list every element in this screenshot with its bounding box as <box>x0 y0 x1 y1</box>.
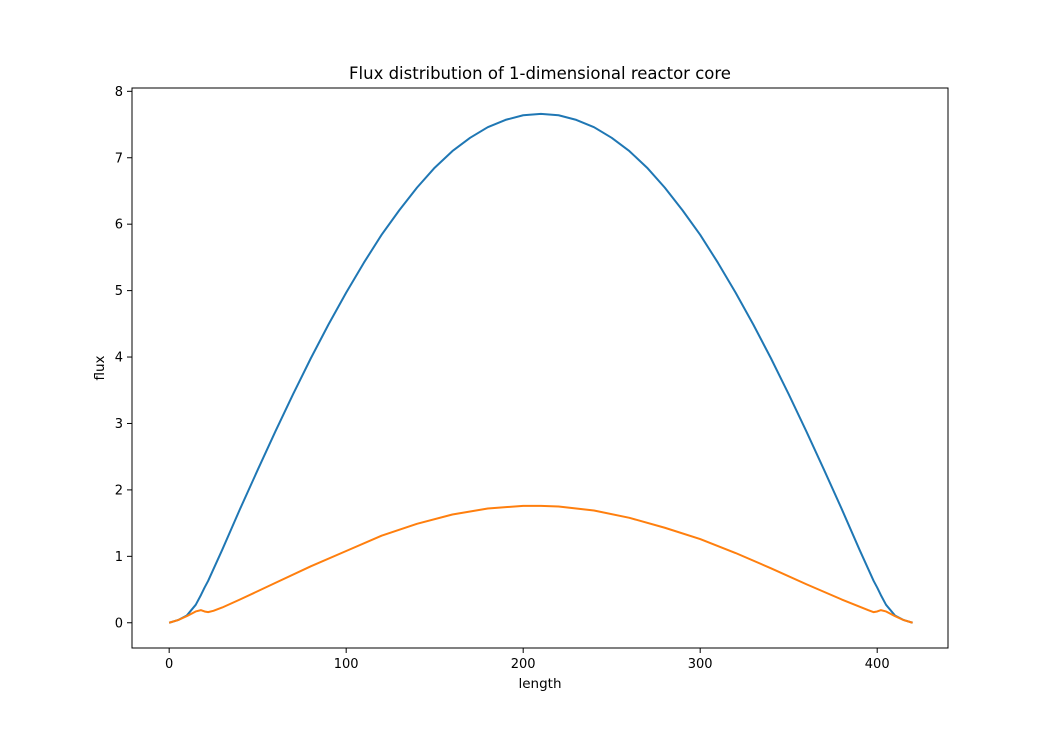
x-tick-label: 300 <box>688 657 713 672</box>
y-tick-label: 3 <box>115 417 123 432</box>
y-axis-label: flux <box>92 355 108 380</box>
y-tick-label: 0 <box>115 616 123 631</box>
y-tick-label: 2 <box>115 483 123 498</box>
x-tick-label: 200 <box>511 657 536 672</box>
y-tick-label: 4 <box>115 351 123 366</box>
series-layer <box>168 112 913 624</box>
x-tick-label: 100 <box>334 657 359 672</box>
y-axis-ticks: 0 1 2 3 4 5 6 7 8 <box>115 85 132 631</box>
y-tick-label: 7 <box>115 151 123 166</box>
chart-title: Flux distribution of 1-dimensional react… <box>349 64 731 83</box>
y-tick-label: 5 <box>115 284 123 299</box>
y-tick-label: 6 <box>115 218 123 233</box>
plot-area <box>132 88 948 648</box>
y-tick-label: 1 <box>115 550 123 565</box>
y-tick-label: 8 <box>115 85 123 100</box>
flux-series-2-line <box>168 504 913 624</box>
plot-frame <box>131 87 949 649</box>
x-axis-label: length <box>518 676 561 692</box>
x-tick-label: 0 <box>165 657 173 672</box>
x-tick-label: 400 <box>865 657 890 672</box>
x-axis-ticks: 0 100 200 300 400 <box>165 648 890 672</box>
flux-series-1-line <box>168 112 913 624</box>
